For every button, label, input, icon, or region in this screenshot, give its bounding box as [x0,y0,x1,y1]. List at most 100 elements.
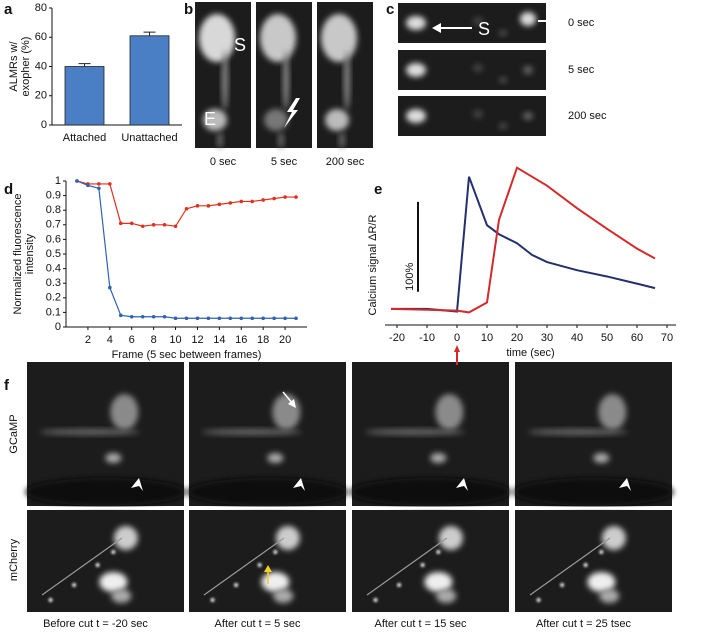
cell-signal [203,109,227,131]
x-axis-label: Frame (5 sec between frames) [112,349,262,361]
x-tick-label: 14 [213,334,225,346]
image-background [27,510,184,612]
y-tick-label: 0 [41,119,47,131]
error-bar [143,31,156,36]
cell-signal [260,14,296,62]
caption: After cut t = 25 tsec [536,618,632,630]
arrowhead [293,478,305,491]
cell-signal [278,132,284,148]
series-marker [206,316,211,321]
series-marker [272,196,276,201]
cell-signal [261,572,290,592]
cell-signal [325,109,349,131]
caption: 200 sec [568,110,607,122]
micrograph [398,3,546,43]
y-tick-label: 1 [55,175,61,187]
error-bar [78,63,91,67]
caption: 0 sec [568,17,595,29]
series-marker [162,223,167,227]
series-line [390,166,656,314]
micrograph [398,50,546,90]
series-marker [184,206,189,211]
y-tick-label: 0.6 [46,233,61,245]
cell-signal [523,112,533,120]
series-marker [86,183,90,188]
series-marker [118,221,123,226]
cell-signal [105,453,122,463]
cell-signal [113,526,138,550]
series-line [76,180,297,227]
caption: 200 sec [326,156,365,168]
x-tick-label: 16 [235,334,247,346]
series-marker [140,224,145,229]
arrowhead [288,399,296,408]
micrograph [350,362,511,506]
panel-letter: e [374,181,382,198]
series-marker [217,202,222,207]
series-marker [118,313,123,318]
axon [529,537,611,596]
cell-signal [283,50,289,110]
series-marker [173,224,178,229]
series-marker [151,314,156,319]
cell-signal [406,109,426,123]
cell-signal [350,478,511,506]
y-tick-label: 0.2 [46,292,61,304]
caption: Before cut t = -20 sec [43,618,148,630]
series-marker [283,195,287,199]
panel-letter: c [386,1,394,18]
micrograph [398,96,546,136]
cell-signal [273,589,294,603]
series-marker [97,186,101,191]
series-marker [108,182,112,186]
micrograph [317,2,373,148]
series-marker [108,285,112,290]
cell-signal [473,110,483,118]
cell-label: E [204,109,216,129]
arrowhead [456,478,468,491]
y-tick-label: 0.4 [46,263,61,275]
scale-bar-label: 100% [404,262,416,290]
cell-signal [201,429,302,435]
series-marker [217,316,222,321]
cell-label: S [234,35,246,55]
micrograph [352,510,509,612]
cell-signal [420,563,425,567]
cell-signal [593,453,610,463]
cell-signal [513,478,674,506]
y-axis-label: Normalized fluorescence [12,193,24,314]
micrograph [189,510,346,612]
x-tick-label: 18 [257,334,269,346]
cell-signal [499,30,507,36]
cell-signal [499,123,507,129]
x-tick-label: 70 [661,332,673,344]
cell-signal [527,429,628,435]
series-marker [75,179,79,183]
micrograph [187,362,348,506]
cell-signal [321,14,357,62]
x-tick-label: -20 [389,332,405,344]
panel-letter: a [4,1,13,18]
y-tick-label: 40 [35,60,47,72]
arrowhead [432,23,441,33]
series-marker [294,316,298,321]
series-marker [184,316,189,321]
image-background [189,510,346,612]
series-marker [151,223,156,227]
y-axis-label: intensity [24,233,36,274]
caption: 5 sec [568,64,595,76]
micrograph [513,362,674,506]
laser-bolt [284,98,300,128]
cell-signal [523,66,533,74]
cell-signal [598,394,627,430]
cell-signal [560,583,565,587]
series-marker [129,221,134,226]
x-tick-label: 60 [631,332,643,344]
cell-signal [406,63,426,77]
cell-signal [438,526,463,550]
arrowhead [619,478,631,491]
x-tick-label: 20 [511,332,523,344]
cell-signal [267,453,284,463]
cell-signal [587,572,616,592]
bar [129,35,170,126]
